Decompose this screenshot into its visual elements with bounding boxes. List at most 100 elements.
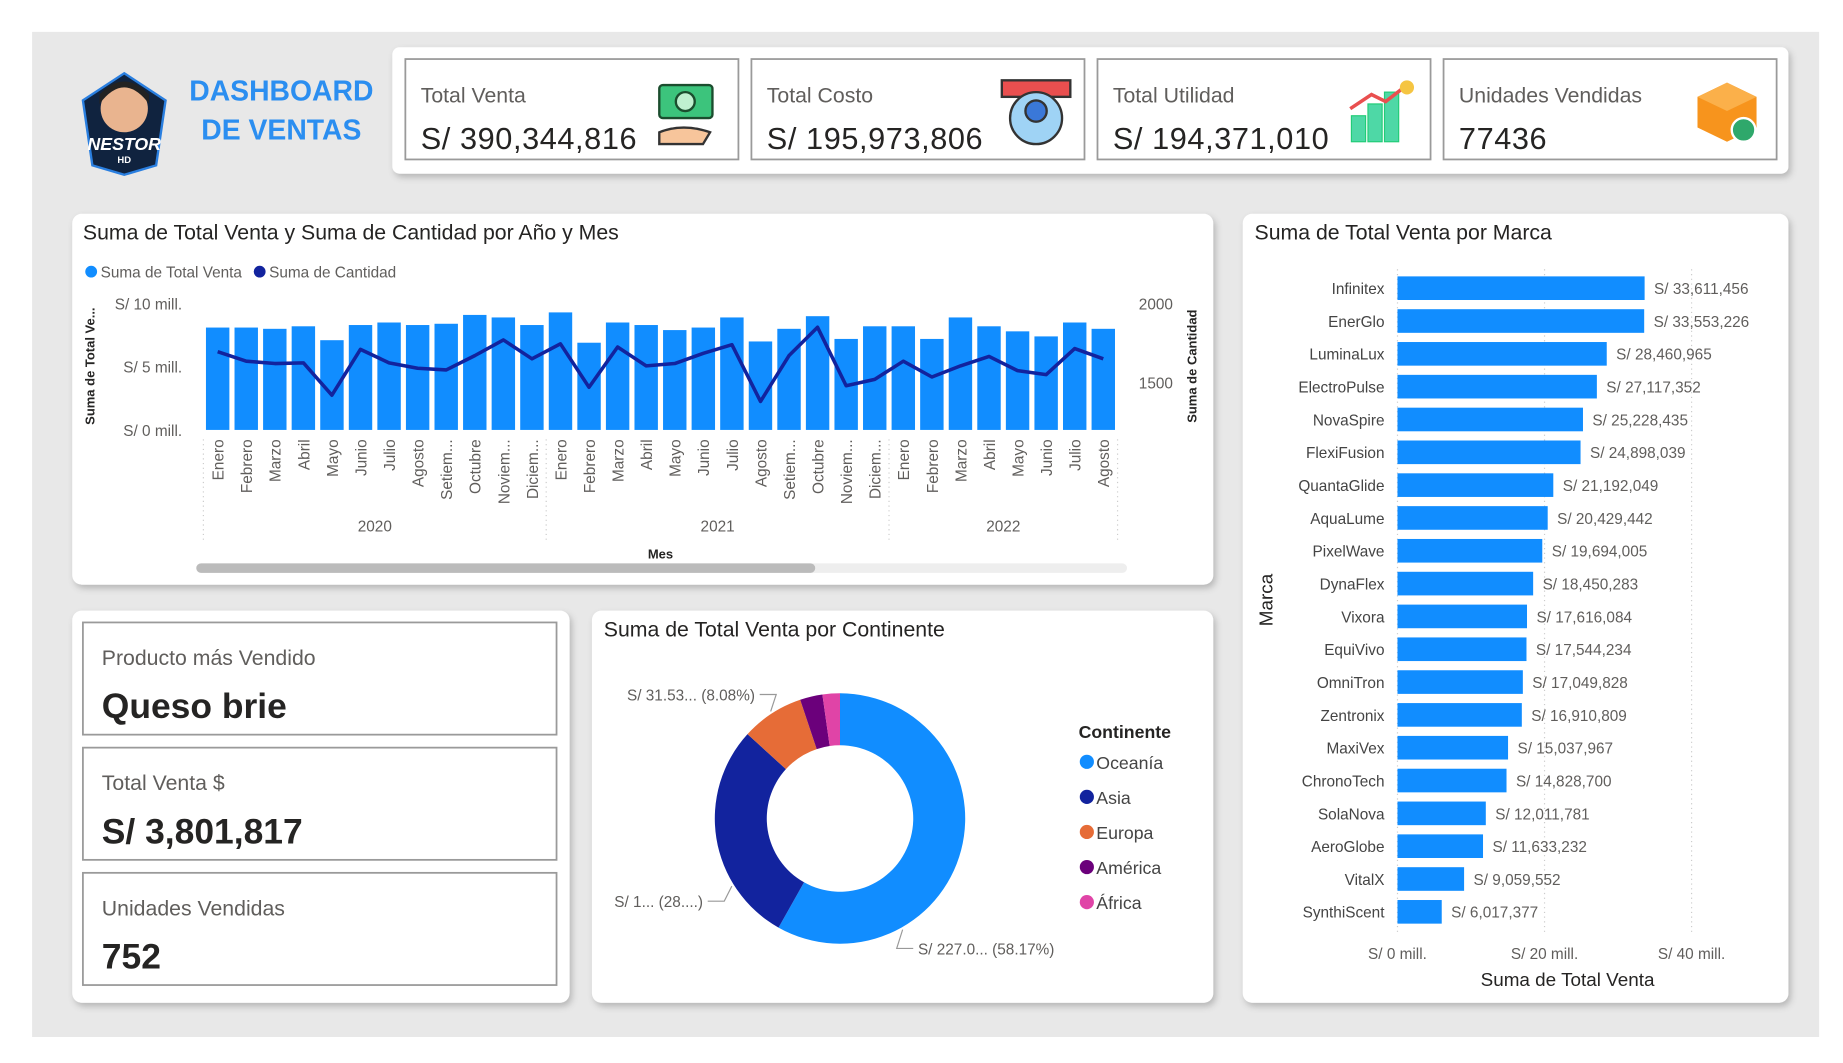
legend-marker[interactable] xyxy=(1079,789,1094,804)
donut-slice[interactable] xyxy=(778,693,966,944)
y-tick-label: EnerGlo xyxy=(1328,314,1384,331)
x-tick-label: Mayo xyxy=(1010,439,1027,477)
line xyxy=(217,325,1104,404)
bar[interactable] xyxy=(1397,900,1442,924)
bar[interactable] xyxy=(1397,768,1507,793)
legend-label[interactable]: África xyxy=(1096,893,1141,913)
bar[interactable] xyxy=(1397,571,1534,596)
bar[interactable] xyxy=(1397,440,1581,465)
bar[interactable] xyxy=(1397,703,1522,727)
data-label: S/ 33,611,456 xyxy=(1654,281,1748,298)
y-tick-label: S/ 5 mill. xyxy=(123,360,182,377)
bar xyxy=(948,317,973,430)
data-label: S/ 28,460,965 xyxy=(1616,347,1712,364)
bar xyxy=(977,326,1001,430)
bar[interactable] xyxy=(1397,342,1607,366)
leader-line xyxy=(759,693,778,712)
x-tick-label: Mayo xyxy=(668,439,685,477)
bar[interactable] xyxy=(1397,604,1528,629)
panel xyxy=(591,610,1214,1003)
icon xyxy=(1697,82,1757,112)
legend-label[interactable]: Asia xyxy=(1096,788,1131,808)
x-tick-label: Octubre xyxy=(468,439,485,494)
y-tick-label: Zentronix xyxy=(1321,708,1385,725)
x-tick-label: Julio xyxy=(725,439,742,471)
legend-marker[interactable] xyxy=(1079,824,1094,840)
x-axis-title: Mes xyxy=(648,547,673,562)
y-tick-label: Infinitex xyxy=(1332,281,1385,298)
x-tick-label: Enero xyxy=(896,439,913,480)
leader-line xyxy=(707,885,733,902)
data-label: S/ 18,450,283 xyxy=(1543,577,1639,594)
donut-slice[interactable] xyxy=(800,694,830,750)
icon xyxy=(674,90,696,113)
data-label: S/ 1... (28....) xyxy=(614,894,703,911)
bar[interactable] xyxy=(1397,276,1645,301)
icon xyxy=(1024,99,1048,123)
x-tick-label: S/ 40 mill. xyxy=(1658,946,1725,963)
bar xyxy=(805,316,830,430)
legend-marker[interactable] xyxy=(1079,754,1094,769)
legend-label[interactable]: Oceanía xyxy=(1096,753,1163,773)
x-tick-label: Setiem... xyxy=(782,439,799,500)
icon xyxy=(1399,80,1415,95)
card-value: Queso brie xyxy=(102,686,287,726)
legend-label[interactable]: América xyxy=(1096,858,1161,878)
donut-slice[interactable] xyxy=(714,734,805,928)
legend-label[interactable]: Europa xyxy=(1096,823,1153,843)
y-tick-label: ChronoTech xyxy=(1302,773,1385,790)
bar[interactable] xyxy=(1397,538,1543,563)
bar[interactable] xyxy=(1397,309,1645,333)
bar[interactable] xyxy=(1397,473,1554,497)
data-label: S/ 11,633,232 xyxy=(1492,839,1586,856)
x-tick-label: Mayo xyxy=(325,439,342,477)
bar[interactable] xyxy=(1397,867,1465,891)
legend-marker[interactable] xyxy=(1079,859,1094,875)
x-tick-label: Marzo xyxy=(611,439,628,482)
data-label: S/ 16,910,809 xyxy=(1531,708,1627,725)
bar xyxy=(520,325,544,430)
data-label: S/ 15,037,967 xyxy=(1518,741,1614,758)
kpi-panel xyxy=(392,47,1789,174)
data-label: S/ 24,898,039 xyxy=(1590,445,1686,462)
bar[interactable] xyxy=(1397,407,1583,432)
donut-slice[interactable] xyxy=(822,693,841,747)
donut-slice[interactable] xyxy=(747,699,817,770)
bar[interactable] xyxy=(1397,670,1523,694)
card-label: Total Venta $ xyxy=(102,771,225,795)
legend-title: Continente xyxy=(1079,722,1172,742)
x-tick-label: Agosto xyxy=(753,439,770,487)
kpi-value: S/ 195,973,806 xyxy=(767,121,983,156)
logo-text: NESTOR xyxy=(88,134,162,154)
data-label: S/ 17,616,084 xyxy=(1536,609,1632,626)
x-tick-label: Diciem... xyxy=(525,439,542,499)
bar[interactable] xyxy=(1397,834,1484,858)
x-tick-label: Abril xyxy=(639,439,656,470)
x-tick-label: Agosto xyxy=(411,439,428,487)
bar xyxy=(405,325,430,430)
chart-title: Suma de Total Venta por Continente xyxy=(604,618,945,642)
legend-marker xyxy=(253,265,266,278)
x-tick-label: Abril xyxy=(982,439,999,470)
x-tick-label: Febrero xyxy=(582,439,599,493)
legend-marker[interactable] xyxy=(1079,895,1094,910)
x-tick-label: Abril xyxy=(296,439,313,470)
bar[interactable] xyxy=(1397,801,1486,826)
bar xyxy=(1091,328,1115,430)
x-tick-label: Junio xyxy=(353,439,370,476)
bar[interactable] xyxy=(1397,506,1548,530)
data-label: S/ 12,011,781 xyxy=(1495,806,1589,823)
x-tick-label: Julio xyxy=(1068,439,1085,471)
legend-label: Suma de Cantidad xyxy=(269,265,396,282)
charts: Suma de Total Venta y Suma de Cantidad p… xyxy=(83,221,1749,991)
bar[interactable] xyxy=(1397,637,1527,662)
bar xyxy=(320,340,344,430)
scrollbar-thumb[interactable] xyxy=(196,563,816,573)
bar[interactable] xyxy=(1397,374,1597,399)
bar xyxy=(920,338,944,430)
bar[interactable] xyxy=(1397,735,1509,760)
x-tick-label: Agosto xyxy=(1096,439,1113,487)
x-tick-label: Junio xyxy=(1039,439,1056,476)
x-tick-label: Marzo xyxy=(953,439,970,482)
